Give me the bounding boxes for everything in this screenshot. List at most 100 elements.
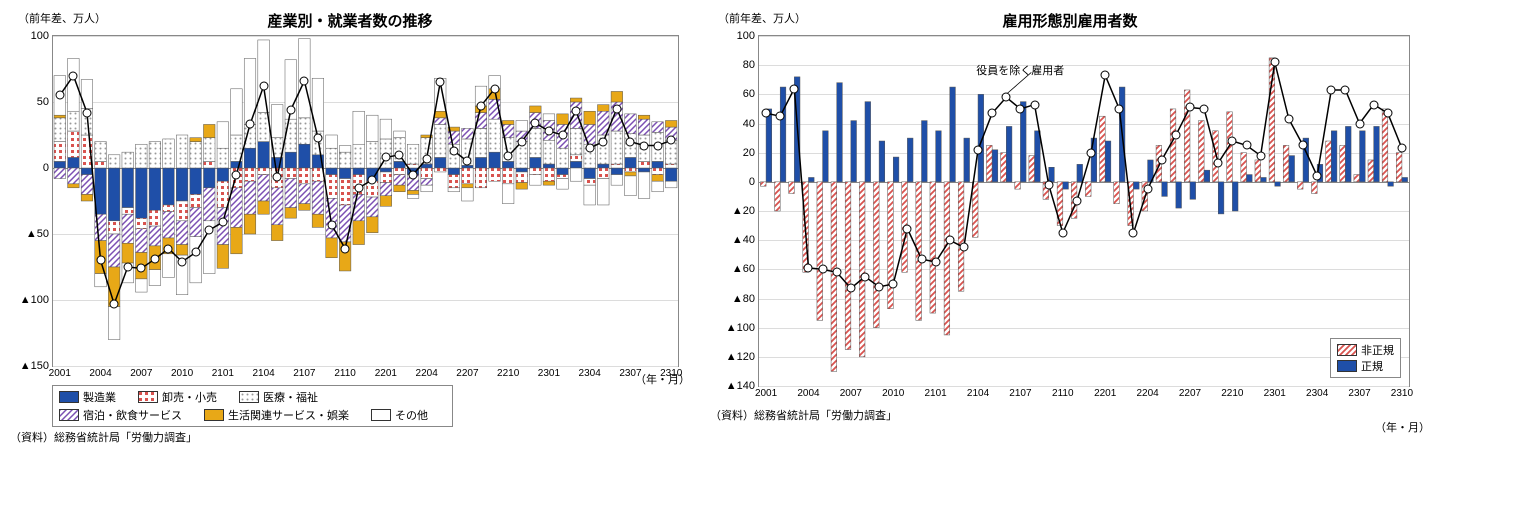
bar-segment [611, 91, 623, 102]
bar-segment [845, 182, 851, 350]
bar-segment [1063, 182, 1069, 189]
bar-segment [231, 188, 243, 228]
bar-segment [1105, 141, 1111, 182]
bar-segment [217, 245, 229, 269]
bar-segment [1176, 182, 1182, 208]
bar-segment [367, 217, 379, 233]
bar-segment [837, 83, 843, 182]
bar-segment [244, 168, 256, 181]
bar-segment [936, 131, 942, 182]
bar-segment [203, 124, 215, 137]
line-marker [110, 299, 119, 308]
bar-segment [271, 105, 283, 138]
bar-segment [584, 179, 596, 186]
bar-segment [1382, 109, 1388, 182]
line-marker [804, 263, 813, 272]
bar-segment [68, 184, 80, 188]
x-tick-label: 2010 [882, 388, 904, 399]
bar-segment [326, 135, 338, 148]
y-tick-label: ▲100 [726, 322, 755, 334]
y-tick-label: ▲150 [20, 360, 49, 372]
bar-segment [543, 140, 555, 164]
bar-segment [448, 131, 460, 144]
bar-segment [149, 142, 161, 168]
line-marker [341, 244, 350, 253]
bar-segment [1297, 182, 1303, 189]
bar-segment [95, 161, 107, 168]
x-tick-label: 2110 [1052, 388, 1074, 399]
legend-label: 生活関連サービス・娯楽 [228, 407, 349, 423]
line-marker [653, 141, 662, 150]
bar-segment [530, 175, 542, 186]
line-marker [1313, 172, 1322, 181]
bar-segment [54, 118, 66, 142]
bar-segment [502, 124, 514, 137]
bar-segment [312, 181, 324, 214]
bar-segment [570, 128, 582, 154]
bar-segment [217, 181, 229, 207]
bar-segment [434, 118, 446, 125]
line-marker [1397, 144, 1406, 153]
bar-segment [570, 155, 582, 162]
bar-segment [285, 168, 297, 179]
x-tick-label: 2004 [797, 388, 819, 399]
line-marker [82, 108, 91, 117]
bar-segment [1133, 182, 1139, 189]
line-marker [860, 272, 869, 281]
bar-segment [122, 208, 134, 215]
line-marker [1002, 93, 1011, 102]
line-marker [544, 127, 553, 136]
bar-segment [489, 152, 501, 168]
bar-segment [972, 182, 978, 237]
line-marker [246, 120, 255, 129]
bar-segment [922, 121, 928, 182]
bar-segment [244, 58, 256, 124]
bar-segment [108, 155, 120, 168]
bar-segment [95, 214, 107, 240]
x-axis-title: （年・月） [1375, 419, 1430, 435]
legend-label: 医療・福祉 [263, 389, 318, 405]
bar-segment [1170, 109, 1176, 182]
line-marker [1284, 115, 1293, 124]
bar-segment [190, 142, 202, 168]
bar-segment [448, 188, 460, 192]
bar-segment [271, 157, 283, 168]
line-marker [1327, 85, 1336, 94]
bar-segment [1213, 131, 1219, 182]
bar-segment [1029, 156, 1035, 182]
bar-segment [231, 135, 243, 161]
x-tick-label: 2101 [925, 388, 947, 399]
bar-segment [1100, 116, 1106, 182]
y-tick-label: 60 [743, 88, 755, 100]
legend-swatch [371, 409, 391, 421]
bar-segment [611, 131, 623, 164]
bar-segment [217, 148, 229, 168]
bar-segment [95, 168, 107, 214]
bar-segment [502, 120, 514, 124]
bar-segment [665, 168, 677, 181]
bar-segment [312, 78, 324, 131]
x-tick-label: 2201 [1094, 388, 1116, 399]
bar-segment [203, 168, 215, 188]
y-tick-label: ▲140 [726, 380, 755, 392]
line-marker [1256, 151, 1265, 160]
bar-segment [475, 113, 487, 129]
line-marker [667, 136, 676, 145]
bar-segment [1006, 126, 1012, 181]
line-marker [1030, 100, 1039, 109]
bar-segment [978, 94, 984, 182]
bar-segment [108, 307, 120, 340]
source-note: （資料）総務省統計局「労働力調査」 [10, 429, 690, 445]
plot-area: 100806040200▲20▲40▲60▲80▲100▲120▲1402001… [758, 35, 1410, 387]
bar-segment [597, 105, 609, 112]
line-marker [776, 112, 785, 121]
line-marker [558, 131, 567, 140]
line-marker [1369, 100, 1378, 109]
line-marker [313, 133, 322, 142]
x-tick-label: 2001 [755, 388, 777, 399]
line-marker [96, 256, 105, 265]
bar-segment [1368, 160, 1374, 182]
bar-segment [122, 214, 134, 243]
bar-segment [434, 124, 446, 157]
bar-segment [312, 155, 324, 168]
